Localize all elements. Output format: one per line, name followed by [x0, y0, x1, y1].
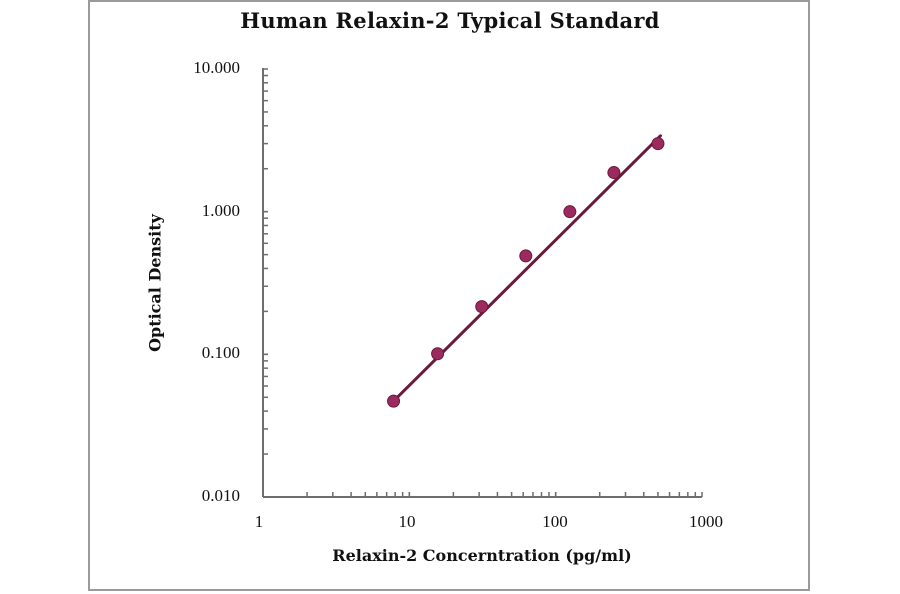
chart-title: Human Relaxin-2 Typical Standard — [240, 8, 660, 33]
data-point — [563, 205, 577, 219]
data-point — [431, 347, 445, 361]
data-point — [475, 300, 489, 314]
data-point — [519, 249, 533, 263]
data-point — [387, 394, 401, 408]
data-point — [607, 166, 621, 180]
fit-line — [392, 134, 662, 403]
y-tick-label: 0.100 — [201, 343, 240, 362]
y-axis-label: Optical Density — [145, 214, 165, 352]
x-tick-label: 100 — [542, 512, 568, 531]
x-axis-label: Relaxin-2 Concerntration (pg/ml) — [332, 546, 632, 565]
data-point — [651, 137, 665, 151]
x-tick-label: 1000 — [689, 512, 723, 531]
x-tick-label: 10 — [398, 512, 416, 531]
chart-frame — [88, 0, 810, 591]
x-tick-label: 1 — [254, 512, 264, 531]
y-tick-label: 10.000 — [193, 58, 240, 77]
y-tick-label: 1.000 — [201, 201, 240, 220]
y-tick-label: 0.010 — [201, 486, 240, 505]
